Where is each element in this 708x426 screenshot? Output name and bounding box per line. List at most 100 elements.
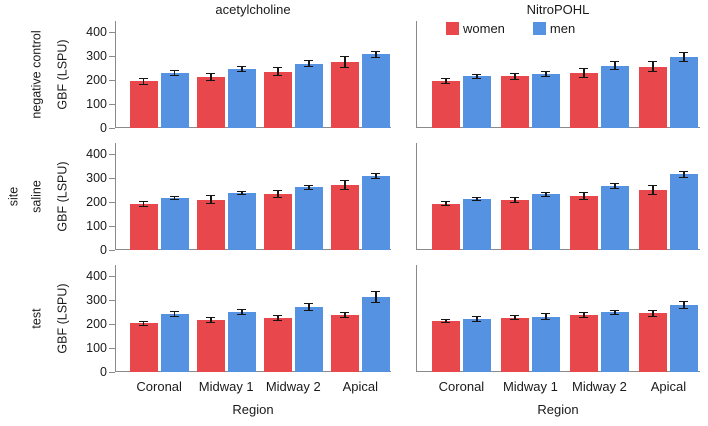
bar-men — [361, 297, 390, 372]
error-bar-stem — [445, 319, 447, 322]
error-bar-stem — [583, 313, 585, 317]
error-bar-stem — [142, 201, 145, 207]
error-bar-stem — [307, 185, 310, 189]
error-bar-stem — [545, 192, 547, 196]
bar-men — [669, 305, 698, 372]
error-bar — [304, 60, 314, 68]
error-bar-stem — [545, 314, 547, 320]
y-tick-label: 0 — [100, 243, 107, 257]
facet-row-label: saline — [29, 180, 44, 213]
error-bar-stem — [375, 174, 377, 179]
y-tick — [109, 371, 115, 373]
error-bar — [273, 314, 283, 322]
x-category-label: Midway 1 — [502, 379, 558, 394]
error-bar-stem — [614, 183, 616, 188]
error-bar — [304, 184, 314, 190]
error-bar-stem — [276, 67, 279, 76]
error-bar — [170, 311, 180, 317]
error-bar — [139, 200, 149, 208]
bar-women — [638, 66, 667, 128]
y-tick — [109, 225, 115, 227]
x-category-label: Midway 2 — [571, 379, 627, 394]
error-bar — [371, 291, 381, 304]
y-axis-label: GBF (LSPU) — [55, 39, 70, 110]
error-bar — [237, 190, 247, 196]
bar-women — [638, 190, 667, 250]
error-bar — [273, 66, 283, 77]
bar-women — [431, 320, 460, 372]
error-bar — [679, 171, 689, 178]
error-bar-stem — [344, 56, 346, 67]
x-axis-label-right: Region — [537, 402, 579, 417]
bar-women — [500, 200, 529, 250]
error-bar-stem — [652, 186, 654, 194]
bar-men — [294, 307, 323, 372]
bar-men — [531, 194, 560, 250]
error-bar-stem — [683, 53, 685, 61]
bar-women — [263, 318, 292, 372]
bar-men — [600, 65, 629, 128]
error-bar — [237, 66, 247, 73]
bar-women — [569, 72, 598, 128]
error-bar-stem — [240, 191, 243, 195]
bar-men — [361, 176, 390, 250]
error-bar — [610, 61, 620, 70]
y-tick-label: 400 — [86, 269, 107, 283]
bar-women — [129, 203, 158, 250]
bar-women — [500, 76, 529, 128]
bar-men — [294, 63, 323, 128]
bar-men — [361, 54, 390, 128]
error-bar-stem — [276, 190, 279, 198]
error-bar-stem — [683, 172, 685, 177]
bar-women — [431, 80, 460, 128]
error-bar — [206, 72, 216, 82]
error-bar-stem — [583, 69, 585, 77]
error-bar — [441, 201, 451, 207]
bar-men — [227, 193, 256, 250]
error-bar — [304, 303, 314, 312]
y-tick — [109, 79, 115, 81]
y-axis-label: GBF (LSPU) — [55, 283, 70, 354]
column-title-nitropohl: NitroPOHL — [526, 2, 590, 17]
error-bar-stem — [240, 67, 243, 72]
error-bar — [273, 189, 283, 199]
bar-women — [330, 61, 359, 128]
y-tick-label: 100 — [86, 219, 107, 233]
y-tick-label: 400 — [86, 147, 107, 161]
error-bar-stem — [209, 196, 212, 203]
error-bar — [340, 311, 350, 319]
bar-men — [669, 174, 698, 250]
x-category-label: Apical — [650, 379, 687, 394]
error-bar — [510, 196, 520, 204]
facet-row-label: test — [29, 308, 44, 329]
error-bar — [679, 301, 689, 310]
error-bar — [441, 318, 451, 323]
bar-men — [531, 73, 560, 128]
x-category-label: Midway 1 — [198, 379, 254, 394]
y-tick — [109, 127, 115, 129]
y-tick — [109, 347, 115, 349]
bar-women — [569, 196, 598, 250]
legend-swatch-men — [532, 22, 546, 35]
error-bar — [510, 72, 520, 80]
y-tick-label: 300 — [86, 49, 107, 63]
error-bar — [340, 55, 350, 68]
bar-women — [196, 319, 225, 372]
error-bar — [648, 185, 658, 195]
y-tick — [109, 201, 115, 203]
facet-row-label: negative control — [29, 30, 44, 119]
error-bar-stem — [476, 75, 478, 78]
y-tick-label: 400 — [86, 25, 107, 39]
bar-men — [600, 185, 629, 250]
error-bar-stem — [173, 197, 176, 199]
y-tick-label: 200 — [86, 317, 107, 331]
legend-item-women: women — [446, 21, 505, 36]
bar-women — [196, 77, 225, 128]
y-tick — [109, 299, 115, 301]
error-bar-stem — [514, 197, 516, 203]
error-bar-stem — [375, 292, 377, 303]
y-tick — [109, 323, 115, 325]
y-tick-label: 200 — [86, 73, 107, 87]
error-bar-stem — [375, 51, 377, 57]
error-bar-stem — [614, 62, 616, 69]
